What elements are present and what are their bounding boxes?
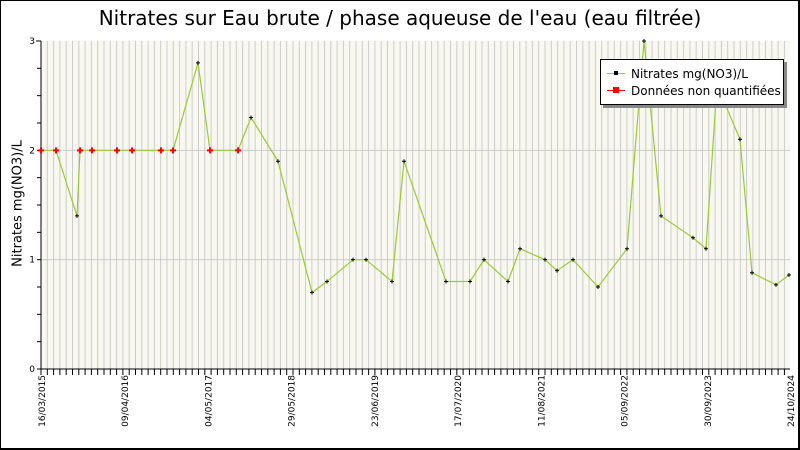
y-tick-label: 0	[29, 365, 35, 375]
y-tick-label: 2	[29, 146, 35, 156]
data-point	[518, 246, 522, 251]
data-point	[555, 268, 559, 273]
x-tick-label: 16/03/2015	[38, 375, 48, 427]
data-point-non-quantified	[235, 147, 241, 154]
data-point	[468, 279, 472, 284]
data-point	[402, 159, 406, 164]
data-point	[571, 257, 575, 262]
data-point	[249, 115, 253, 120]
data-point	[364, 257, 368, 262]
legend-label: Données non quantifiées	[631, 84, 781, 98]
data-point	[390, 279, 394, 284]
data-point-non-quantified	[170, 147, 176, 154]
data-point	[325, 279, 329, 284]
data-point	[738, 137, 742, 142]
data-point-non-quantified	[114, 147, 120, 154]
legend-item-non-quantified: Données non quantifiées	[607, 83, 781, 99]
chart-title: Nitrates sur Eau brute / phase aqueuse d…	[98, 6, 702, 30]
data-point	[276, 159, 280, 164]
data-point-non-quantified	[53, 147, 59, 154]
data-point-non-quantified	[158, 147, 164, 154]
data-point	[704, 246, 708, 251]
data-point-non-quantified	[38, 147, 44, 154]
x-tick-label: 29/05/2018	[288, 375, 298, 427]
y-tick-label: 3	[29, 37, 35, 47]
data-point	[543, 257, 547, 262]
data-point	[444, 279, 448, 284]
data-point	[774, 282, 778, 287]
legend-marker-icon	[607, 66, 625, 82]
data-point	[506, 279, 510, 284]
x-tick-label: 24/10/2024	[787, 375, 797, 427]
x-tick-label: 04/05/2017	[204, 375, 214, 427]
legend-marker-icon	[607, 83, 625, 99]
data-point	[691, 235, 695, 240]
data-point-non-quantified	[77, 147, 83, 154]
data-point	[351, 257, 355, 262]
data-point	[75, 213, 79, 218]
data-point	[750, 270, 754, 275]
x-tick-label: 17/07/2020	[454, 375, 464, 427]
x-tick-label: 09/04/2016	[121, 375, 131, 427]
data-point-non-quantified	[129, 147, 135, 154]
legend-label: Nitrates mg(NO3)/L	[631, 67, 748, 81]
data-point	[482, 257, 486, 262]
x-tick-label: 30/09/2023	[704, 375, 714, 427]
x-tick-label: 23/06/2019	[371, 375, 381, 427]
y-tick-label: 1	[29, 256, 35, 266]
data-point	[310, 290, 314, 295]
data-point	[596, 285, 600, 289]
x-tick-label: 05/09/2022	[621, 375, 631, 427]
data-point	[625, 246, 629, 251]
data-point	[196, 60, 200, 65]
data-point-non-quantified	[89, 147, 95, 154]
data-point	[659, 213, 663, 218]
data-point	[787, 272, 791, 277]
legend-item-nitrates: Nitrates mg(NO3)/L	[607, 66, 748, 82]
data-point-non-quantified	[207, 147, 213, 154]
chart-legend: Nitrates mg(NO3)/L Données non quantifié…	[600, 59, 784, 105]
x-tick-label: 11/08/2021	[537, 375, 547, 427]
data-point	[642, 39, 646, 43]
